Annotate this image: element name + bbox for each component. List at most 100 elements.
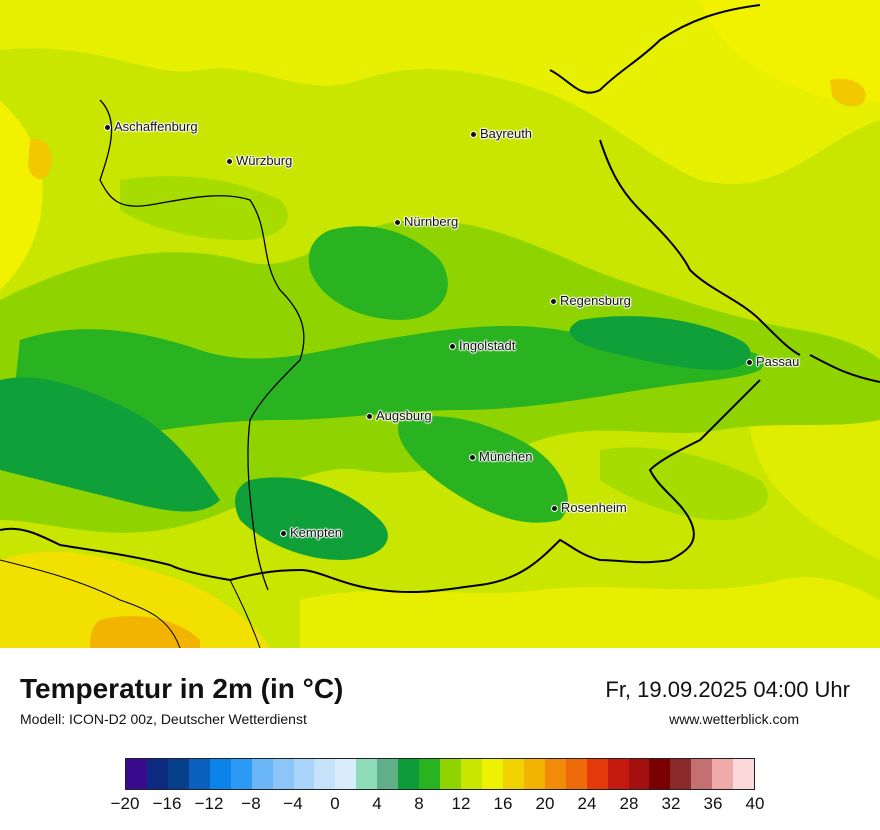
country-border-austria [169, 354, 880, 594]
warm-zone-south [300, 577, 880, 648]
legend-swatch [733, 759, 755, 789]
city-marker-rosenheim: Rosenheim [551, 500, 627, 515]
city-marker-kempten: Kempten [280, 525, 342, 540]
legend-swatch [461, 759, 482, 789]
city-marker-regensburg: Regensburg [550, 293, 631, 308]
legend-tick-label: −20 [110, 794, 140, 813]
legend-swatch [712, 759, 734, 789]
legend-swatch [209, 759, 231, 789]
legend-swatch [440, 759, 461, 789]
legend-swatch [335, 759, 357, 789]
cold-valley-south [235, 477, 388, 560]
orange-spot-northeast [830, 78, 866, 107]
color-scale [125, 758, 755, 790]
city-dot-icon [469, 454, 476, 462]
legend-tick-label: 36 [703, 794, 723, 813]
legend-swatch [607, 759, 629, 789]
city-marker-wuerzburg: Würzburg [226, 153, 292, 168]
legend-tick-label: 12 [451, 794, 471, 813]
city-marker-bayreuth: Bayreuth [470, 126, 532, 141]
city-label: München [479, 449, 533, 464]
legend-tick-label: −12 [194, 794, 224, 813]
legend-swatch [691, 759, 713, 789]
country-border-czech [549, 4, 801, 356]
city-marker-muenchen: München [469, 449, 532, 464]
cold-valley-isar [398, 416, 568, 523]
city-dot-icon [551, 505, 558, 513]
legend-swatch [293, 759, 315, 789]
city-dot-icon [449, 343, 456, 351]
legend-swatch [251, 759, 273, 789]
legend-swatch [356, 759, 378, 789]
legend-swatch [523, 759, 545, 789]
model-info: Modell: ICON-D2 00z, Deutscher Wetterdie… [20, 711, 307, 727]
legend-tick-label: 4 [372, 794, 382, 813]
city-dot-icon [394, 219, 401, 227]
city-dot-icon [366, 413, 373, 421]
city-dot-icon [104, 124, 111, 132]
city-marker-nuernberg: Nürnberg [394, 214, 458, 229]
city-marker-augsburg: Augsburg [366, 408, 432, 423]
city-marker-aschaffenburg: Aschaffenburg [104, 119, 198, 134]
light-green-southeast [600, 447, 768, 520]
city-label: Kempten [290, 525, 343, 540]
legend-tick-label: −8 [241, 794, 261, 813]
cold-valley-center [308, 226, 448, 320]
city-label: Aschaffenburg [114, 119, 198, 134]
legend-swatch [628, 759, 650, 789]
city-dot-icon [746, 359, 753, 367]
city-marker-passau: Passau [746, 354, 799, 369]
legend-swatch [314, 759, 336, 789]
city-label: Augsburg [376, 408, 432, 423]
state-border-west [99, 99, 305, 591]
light-green-north [120, 176, 288, 240]
legend-tick-label: 40 [745, 794, 765, 813]
forecast-datetime: Fr, 19.09.2025 04:00 Uhr [605, 677, 850, 702]
warm-zone-southwest [0, 551, 270, 648]
country-border-switzerland [0, 527, 171, 566]
legend-swatch [126, 759, 147, 789]
legend-tick-label: 24 [577, 794, 597, 813]
map-canvas [0, 0, 880, 648]
cold-valley-west [0, 377, 220, 512]
city-dot-icon [470, 131, 477, 139]
temperature-map: Aschaffenburg Würzburg Bayreuth Nürnberg… [0, 0, 880, 648]
legend-swatch [670, 759, 692, 789]
legend-tick-label: −4 [283, 794, 303, 813]
legend-tick-label: 20 [535, 794, 555, 813]
city-dot-icon [226, 158, 233, 166]
legend-swatch [377, 759, 399, 789]
warm-zone-northeast [700, 0, 880, 103]
legend-swatch [565, 759, 587, 789]
website-link[interactable]: www.wetterblick.com [669, 711, 799, 727]
legend-swatch [398, 759, 420, 789]
legend-swatch [419, 759, 441, 789]
legend-swatch [586, 759, 608, 789]
city-dot-icon [280, 530, 287, 538]
legend-swatch [502, 759, 524, 789]
city-label: Nürnberg [404, 214, 459, 229]
city-label: Würzburg [236, 153, 293, 168]
legend-swatch [230, 759, 252, 789]
city-label: Rosenheim [561, 500, 627, 515]
legend-swatch [544, 759, 566, 789]
legend-swatch [272, 759, 294, 789]
legend-tick-label: 16 [493, 794, 513, 813]
city-label: Ingolstadt [459, 338, 516, 353]
orange-spot-southwest [90, 616, 200, 648]
region-border-south [0, 559, 261, 648]
legend-swatch [188, 759, 210, 789]
legend-tick-label: 0 [330, 794, 340, 813]
legend-tick-label: −16 [152, 794, 182, 813]
legend-swatch [481, 759, 503, 789]
city-dot-icon [550, 298, 557, 306]
map-footer: Temperatur in 2m (in °C) Modell: ICON-D2… [0, 648, 880, 830]
city-label: Bayreuth [480, 126, 533, 141]
legend-tick-label: 28 [619, 794, 639, 813]
orange-spot-west [28, 139, 52, 180]
warm-zone-north [0, 0, 880, 185]
city-marker-ingolstadt: Ingolstadt [449, 338, 515, 353]
legend-swatch [649, 759, 671, 789]
city-label: Regensburg [560, 293, 631, 308]
legend-swatch [146, 759, 168, 789]
